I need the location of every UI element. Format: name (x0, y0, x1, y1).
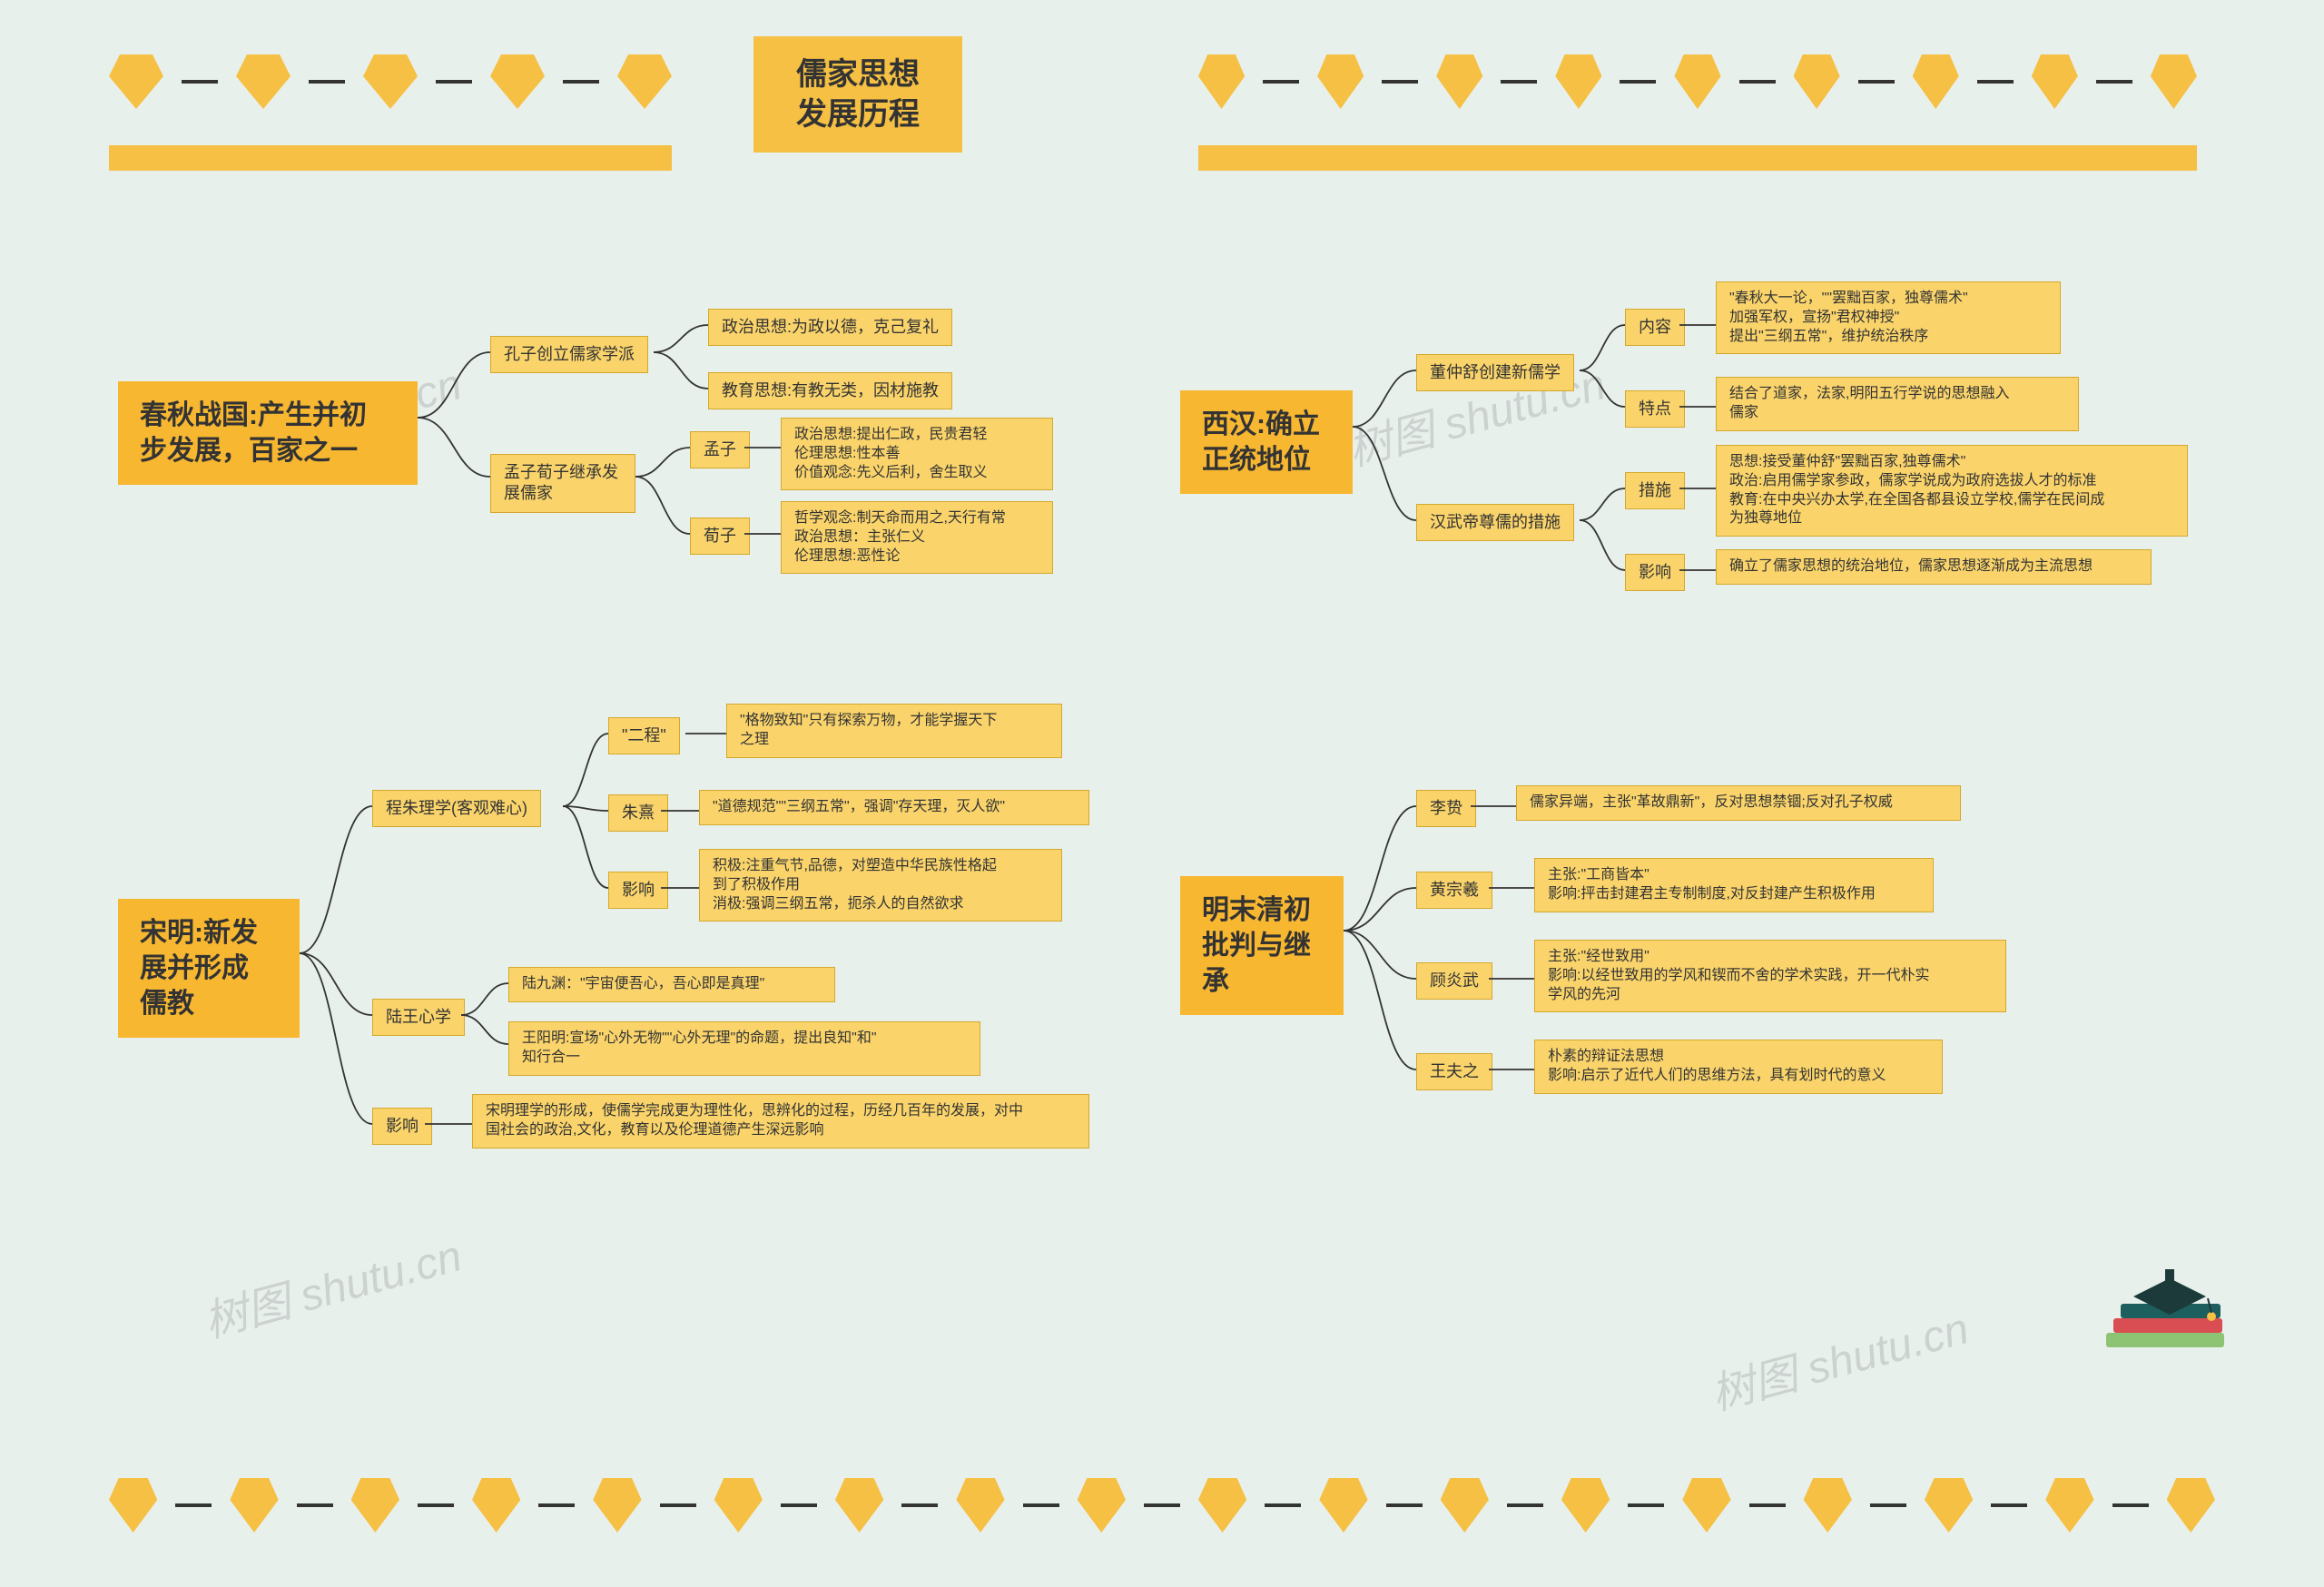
node-tedian: 特点 (1625, 390, 1685, 428)
node-songming-yingxiang: 影响 (372, 1108, 432, 1145)
node-chengzhu-yingxiang-detail: 积极:注重气节,品德，对塑造中华民族性格起到了积极作用消极:强调三纲五常，扼杀人… (699, 849, 1062, 922)
top-right-diamonds (1198, 54, 2197, 109)
watermark: 树图 shutu.cn (1703, 1293, 1974, 1423)
node-cuoshi-detail: 思想:接受董仲舒"罢黜百家,独尊儒术"政治:启用儒学家参政，儒家学说成为政府选拔… (1716, 445, 2188, 537)
section-songming: 宋明:新发展并形成儒教 (118, 899, 300, 1038)
node-mengzi: 孟子 (690, 431, 750, 468)
node-wangfuzhi-detail: 朴素的辩证法思想影响:启示了近代人们的思维方法，具有划时代的意义 (1534, 1040, 1943, 1094)
node-guyanwu-detail: 主张:"经世致用"影响:以经世致用的学风和锲而不舍的学术实践，开一代朴实学风的先… (1534, 940, 2006, 1012)
bar-top-left (109, 145, 672, 171)
section-mingmo: 明末清初批判与继承 (1180, 876, 1344, 1015)
section-chunqiu: 春秋战国:产生并初步发展，百家之一 (118, 381, 418, 485)
node-neirong-detail: "春秋大一论，""罢黜百家，独尊儒术"加强军权，宣扬"君权神授"提出"三纲五常"… (1716, 281, 2061, 354)
node-kongzi: 孔子创立儒家学派 (490, 336, 648, 373)
node-ercheng: "二程" (608, 717, 680, 754)
node-tedian-detail: 结合了道家，法家,明阳五行学说的思想融入儒家 (1716, 377, 2079, 431)
node-kongzi-jiaoyu: 教育思想:有教无类，因材施教 (708, 372, 952, 409)
node-zhuxi: 朱熹 (608, 794, 668, 832)
node-kongzi-zhengzhi: 政治思想:为政以德，克己复礼 (708, 309, 952, 346)
node-hanwu: 汉武帝尊儒的措施 (1416, 504, 1574, 541)
node-mengzi-detail: 政治思想:提出仁政，民贵君轻伦理思想:性本善价值观念:先义后利，舍生取义 (781, 418, 1053, 490)
node-neirong: 内容 (1625, 309, 1685, 346)
central-title: 儒家思想发展历程 (753, 36, 962, 153)
node-guyanwu: 顾炎武 (1416, 962, 1492, 1000)
node-huangzongxi-detail: 主张:"工商皆本"影响:抨击封建君主专制制度,对反封建产生积极作用 (1534, 858, 1934, 912)
node-chengzhu-yingxiang: 影响 (608, 872, 668, 909)
node-songming-yingxiang-detail: 宋明理学的形成，使儒学完成更为理性化，思辨化的过程，历经几百年的发展，对中国社会… (472, 1094, 1089, 1148)
bottom-diamonds (109, 1478, 2215, 1533)
node-wangyangming: 王阳明:宣场"心外无物""心外无理"的命题，提出良知"和"知行合一 (508, 1021, 980, 1076)
node-dongzhongshu: 董仲舒创建新儒学 (1416, 354, 1574, 391)
section-xihan: 西汉:确立正统地位 (1180, 390, 1353, 494)
node-lizhi-detail: 儒家异端，主张"革故鼎新"，反对思想禁锢;反对孔子权威 (1516, 785, 1961, 821)
watermark: 树图 shutu.cn (196, 1220, 468, 1350)
node-huangzongxi: 黄宗羲 (1416, 872, 1492, 909)
node-lujiuyuan: 陆九渊："宇宙便吾心，吾心即是真理" (508, 967, 835, 1002)
node-chengzhu: 程朱理学(客观难心) (372, 790, 541, 827)
top-left-diamonds (109, 54, 672, 109)
node-wangfuzhi: 王夫之 (1416, 1053, 1492, 1090)
node-lizhi: 李贽 (1416, 790, 1476, 827)
node-zhuxi-detail: "道德规范""三纲五常"，强调"存天理，灭人欲" (699, 790, 1089, 825)
connector-lines (0, 0, 2324, 1587)
node-yingxiang-xihan: 影响 (1625, 554, 1685, 591)
node-cuoshi: 措施 (1625, 472, 1685, 509)
node-yingxiang-xihan-detail: 确立了儒家思想的统治地位，儒家思想逐渐成为主流思想 (1716, 549, 2152, 585)
node-xunzi-detail: 哲学观念:制天命而用之,天行有常政治思想：主张仁义伦理思想:恶性论 (781, 501, 1053, 574)
node-mengxun: 孟子荀子继承发展儒家 (490, 454, 635, 513)
books-icon (2088, 1242, 2251, 1369)
node-ercheng-detail: "格物致知"只有探索万物，才能学握天下之理 (726, 704, 1062, 758)
node-xunzi: 荀子 (690, 518, 750, 555)
node-luwang: 陆王心学 (372, 999, 465, 1036)
bar-top-right (1198, 145, 2197, 171)
